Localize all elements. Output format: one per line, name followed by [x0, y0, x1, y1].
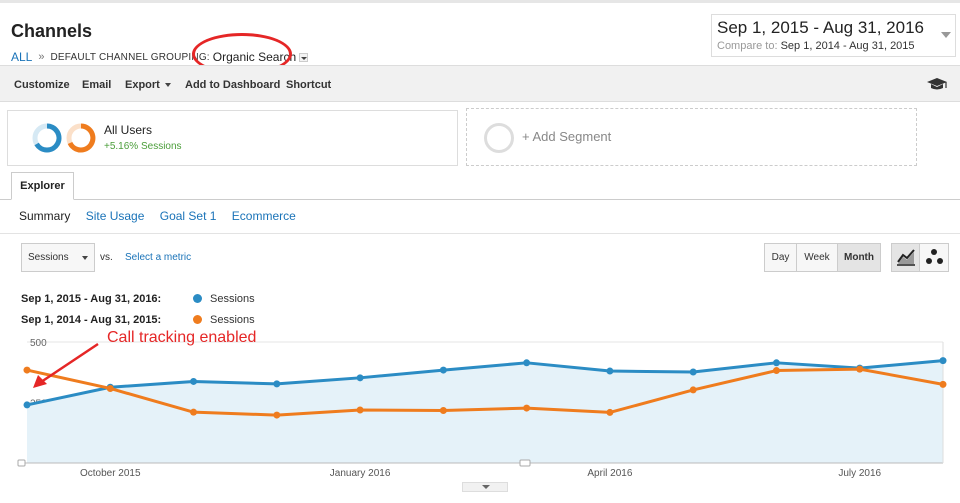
legend-dot-current	[193, 294, 202, 303]
x-tick-label: January 2016	[330, 468, 391, 479]
breadcrumb-group-label: DEFAULT CHANNEL GROUPING:	[50, 51, 210, 63]
legend-dot-previous	[193, 315, 202, 324]
current-sessions-point	[356, 374, 364, 382]
segment-placeholder-icon	[484, 123, 514, 153]
segment-donut-icon	[66, 123, 96, 153]
subtab-ecommerce[interactable]: Ecommerce	[231, 209, 296, 223]
current-sessions-line	[26, 359, 944, 407]
legend-date-current: Sep 1, 2015 - Aug 31, 2016:	[21, 292, 162, 305]
subtab-divider	[0, 233, 960, 234]
current-sessions-point	[939, 357, 947, 365]
segment-name: All Users	[104, 123, 153, 137]
current-sessions-point	[273, 380, 281, 388]
x-tick-label: April 2016	[587, 468, 632, 479]
legend-date-previous: Sep 1, 2014 - Aug 31, 2015:	[21, 313, 162, 326]
current-sessions-point	[772, 359, 780, 367]
legend-series-current: Sessions	[210, 292, 255, 305]
line-chart-button[interactable]	[892, 244, 920, 271]
page-header: Channels ALL » DEFAULT CHANNEL GROUPING:…	[0, 3, 960, 75]
subtab-summary[interactable]: Summary	[19, 209, 71, 223]
previous-sessions-line	[26, 367, 944, 417]
time-granularity-toggle: Day Week Month	[764, 243, 881, 272]
page-title: Channels	[11, 21, 93, 41]
segment-sessions-change: +5.16% Sessions	[104, 141, 182, 152]
legend-row-previous: Sep 1, 2014 - Aug 31, 2015: Sessions	[21, 309, 255, 330]
call-tracking-annotation: Call tracking enabled	[107, 329, 257, 346]
current-sessions-point	[190, 377, 198, 385]
graduation-cap-icon[interactable]	[926, 76, 948, 92]
current-sessions-point	[523, 359, 531, 367]
legend-row-current: Sep 1, 2015 - Aug 31, 2016: Sessions	[21, 288, 255, 309]
current-sessions-point	[23, 401, 31, 409]
metric-select[interactable]: Sessions	[21, 243, 95, 272]
annotation-arrow-head	[33, 375, 47, 388]
tab-explorer[interactable]: Explorer	[11, 172, 74, 200]
compare-label: Compare to:	[717, 40, 778, 52]
breadcrumb-all-link[interactable]: ALL	[11, 50, 33, 64]
segment-donut-icon	[32, 123, 62, 153]
chart-type-toggle	[891, 243, 949, 272]
motion-chart-button[interactable]	[920, 244, 948, 271]
export-label: Export	[125, 79, 160, 91]
week-button[interactable]: Week	[797, 244, 838, 271]
previous-sessions-point	[356, 406, 364, 414]
vs-label: vs.	[100, 252, 113, 263]
add-to-dashboard-button[interactable]: Add to Dashboard	[185, 79, 281, 91]
chart-legend: Sep 1, 2015 - Aug 31, 2016: Sessions Sep…	[21, 288, 255, 330]
current-sessions-point	[439, 366, 447, 374]
add-segment-button[interactable]: + Add Segment	[466, 108, 917, 166]
chevron-down-icon	[82, 256, 88, 260]
bubble-chart-icon	[926, 249, 943, 264]
annotation-arrow-shaft	[40, 342, 99, 384]
customize-button[interactable]: Customize	[14, 79, 70, 91]
select-metric-link[interactable]: Select a metric	[125, 252, 192, 263]
previous-sessions-point	[689, 386, 697, 394]
previous-sessions-point	[106, 384, 114, 392]
previous-sessions-point	[273, 411, 281, 419]
line-chart-icon	[897, 249, 915, 266]
email-button[interactable]: Email	[82, 79, 112, 91]
segment-card-all-users[interactable]: All Users +5.16% Sessions	[7, 110, 458, 166]
date-range-primary: Sep 1, 2015 - Aug 31, 2016	[717, 18, 925, 37]
shortcut-button[interactable]: Shortcut	[286, 79, 332, 91]
previous-sessions-point	[772, 367, 780, 375]
previous-sessions-point	[190, 408, 198, 416]
previous-sessions-point	[856, 365, 864, 373]
annotation-marker-icon	[519, 459, 531, 467]
add-segment-label: + Add Segment	[522, 129, 612, 144]
compare-range: Sep 1, 2014 - Aug 31, 2015	[780, 40, 915, 52]
month-button[interactable]: Month	[838, 244, 880, 271]
current-sessions-point	[689, 368, 697, 376]
chevron-down-icon	[299, 52, 309, 62]
annotation-marker-icon	[17, 459, 26, 467]
x-tick-label: October 2015	[80, 468, 141, 479]
date-range-compare: Compare to: Sep 1, 2014 - Aug 31, 2015	[717, 40, 915, 52]
export-button[interactable]: Export	[125, 79, 171, 91]
previous-sessions-point	[939, 380, 947, 388]
legend-series-previous: Sessions	[210, 313, 255, 326]
chevron-down-icon	[164, 83, 171, 88]
subtab-site-usage[interactable]: Site Usage	[85, 209, 145, 223]
previous-sessions-point	[439, 406, 447, 414]
collapse-handle[interactable]	[462, 482, 508, 492]
explorer-subtabs: Summary Site Usage Goal Set 1 Ecommerce	[19, 209, 308, 223]
chevron-down-icon	[941, 32, 951, 38]
report-toolbar: Customize Email Export Add to Dashboard …	[0, 65, 960, 102]
y-tick-label: 500	[30, 338, 47, 349]
breadcrumb-separator: »	[38, 51, 45, 63]
current-sessions-point	[606, 367, 614, 375]
subtab-goal-set-1[interactable]: Goal Set 1	[159, 209, 217, 223]
previous-sessions-point	[23, 366, 31, 374]
previous-sessions-point	[523, 404, 531, 412]
previous-sessions-point	[606, 408, 614, 416]
metric-select-value: Sessions	[28, 252, 69, 263]
current-area-fill	[27, 360, 943, 463]
x-tick-label: July 2016	[838, 468, 881, 479]
date-range-picker[interactable]: Sep 1, 2015 - Aug 31, 2016 Compare to: S…	[711, 14, 956, 57]
tab-divider	[0, 199, 960, 200]
top-rule	[0, 0, 960, 3]
day-button[interactable]: Day	[765, 244, 797, 271]
